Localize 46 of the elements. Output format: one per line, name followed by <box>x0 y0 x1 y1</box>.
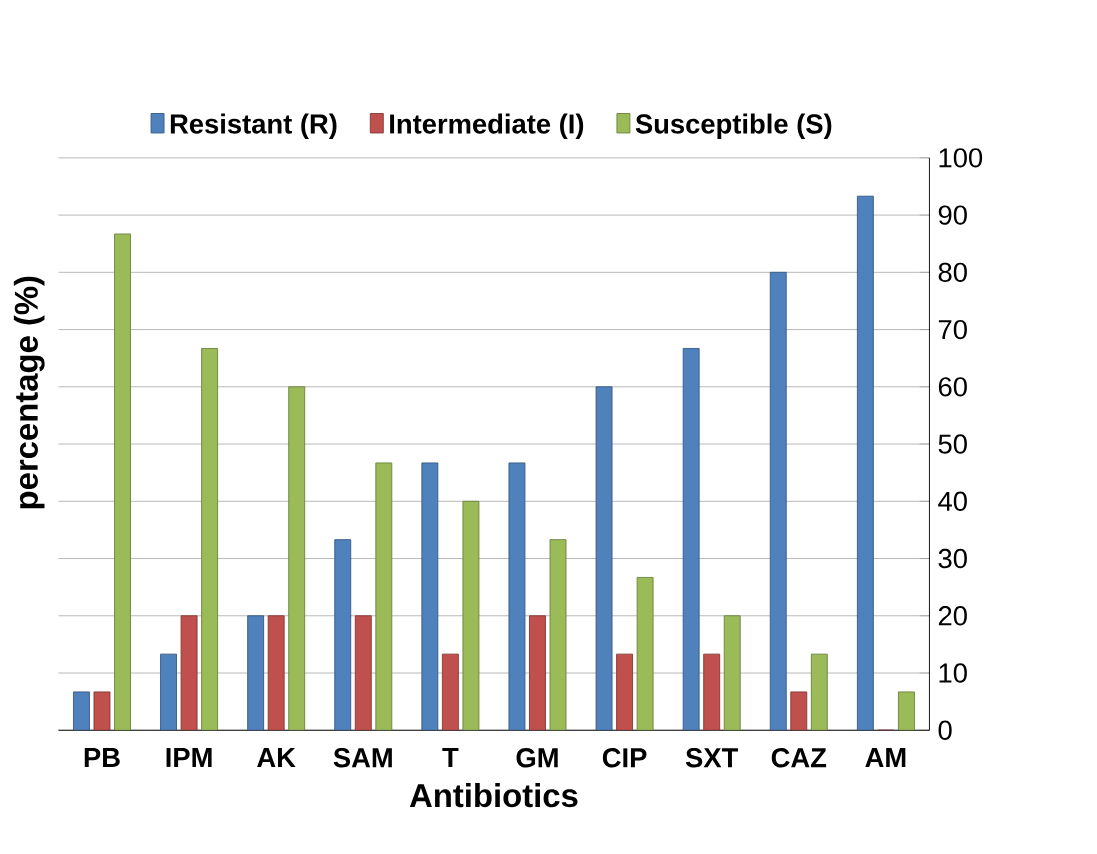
bar <box>703 653 721 731</box>
bar <box>114 233 131 731</box>
bar <box>529 615 546 731</box>
x-tick-label: CIP <box>602 748 647 768</box>
bar <box>73 691 90 731</box>
bar <box>354 615 372 731</box>
y-axis-title: percentage (%) <box>13 276 45 509</box>
x-tick-label: SXT <box>685 748 739 768</box>
x-tick-label: T <box>442 748 459 768</box>
y-tick-label: 70 <box>938 320 967 340</box>
bar <box>616 653 634 731</box>
bar <box>441 653 459 731</box>
x-tick-label: PB <box>84 748 120 768</box>
bar <box>160 653 177 731</box>
bar <box>267 615 285 731</box>
x-tick-label: IPM <box>166 748 212 768</box>
legend-label: Resistant (R) <box>170 113 337 140</box>
legend-label: Susceptible (S) <box>635 113 832 140</box>
y-tick-label: 40 <box>938 491 967 512</box>
bar <box>201 348 219 731</box>
y-tick-label: 20 <box>938 606 967 626</box>
y-tick-label: 60 <box>938 377 967 397</box>
bar <box>334 539 352 731</box>
y-tick-label: 30 <box>938 549 967 569</box>
bar <box>856 195 874 731</box>
y-tick-label: 90 <box>938 205 967 225</box>
bar <box>375 462 393 731</box>
x-tick-label: CAZ <box>771 748 827 768</box>
legend-label: Intermediate (I) <box>390 113 584 140</box>
bar <box>810 653 828 731</box>
bar <box>288 386 306 731</box>
bar <box>769 272 787 731</box>
x-tick-label: GM <box>516 748 558 768</box>
x-axis-title: Antibiotics <box>409 783 578 808</box>
y-tick-label: 100 <box>939 148 983 168</box>
bar <box>790 691 808 731</box>
x-tick-label: AK <box>257 748 296 768</box>
y-tick-label: 10 <box>939 663 967 683</box>
x-tick-label: SAM <box>333 748 392 768</box>
y-tick-label: 80 <box>938 262 967 283</box>
bar <box>247 615 265 731</box>
bar <box>897 691 915 731</box>
y-tick-label: 50 <box>938 434 967 454</box>
y-tick-label: 0 <box>938 720 952 741</box>
x-tick-label: AM <box>865 748 906 768</box>
bar <box>723 615 741 731</box>
